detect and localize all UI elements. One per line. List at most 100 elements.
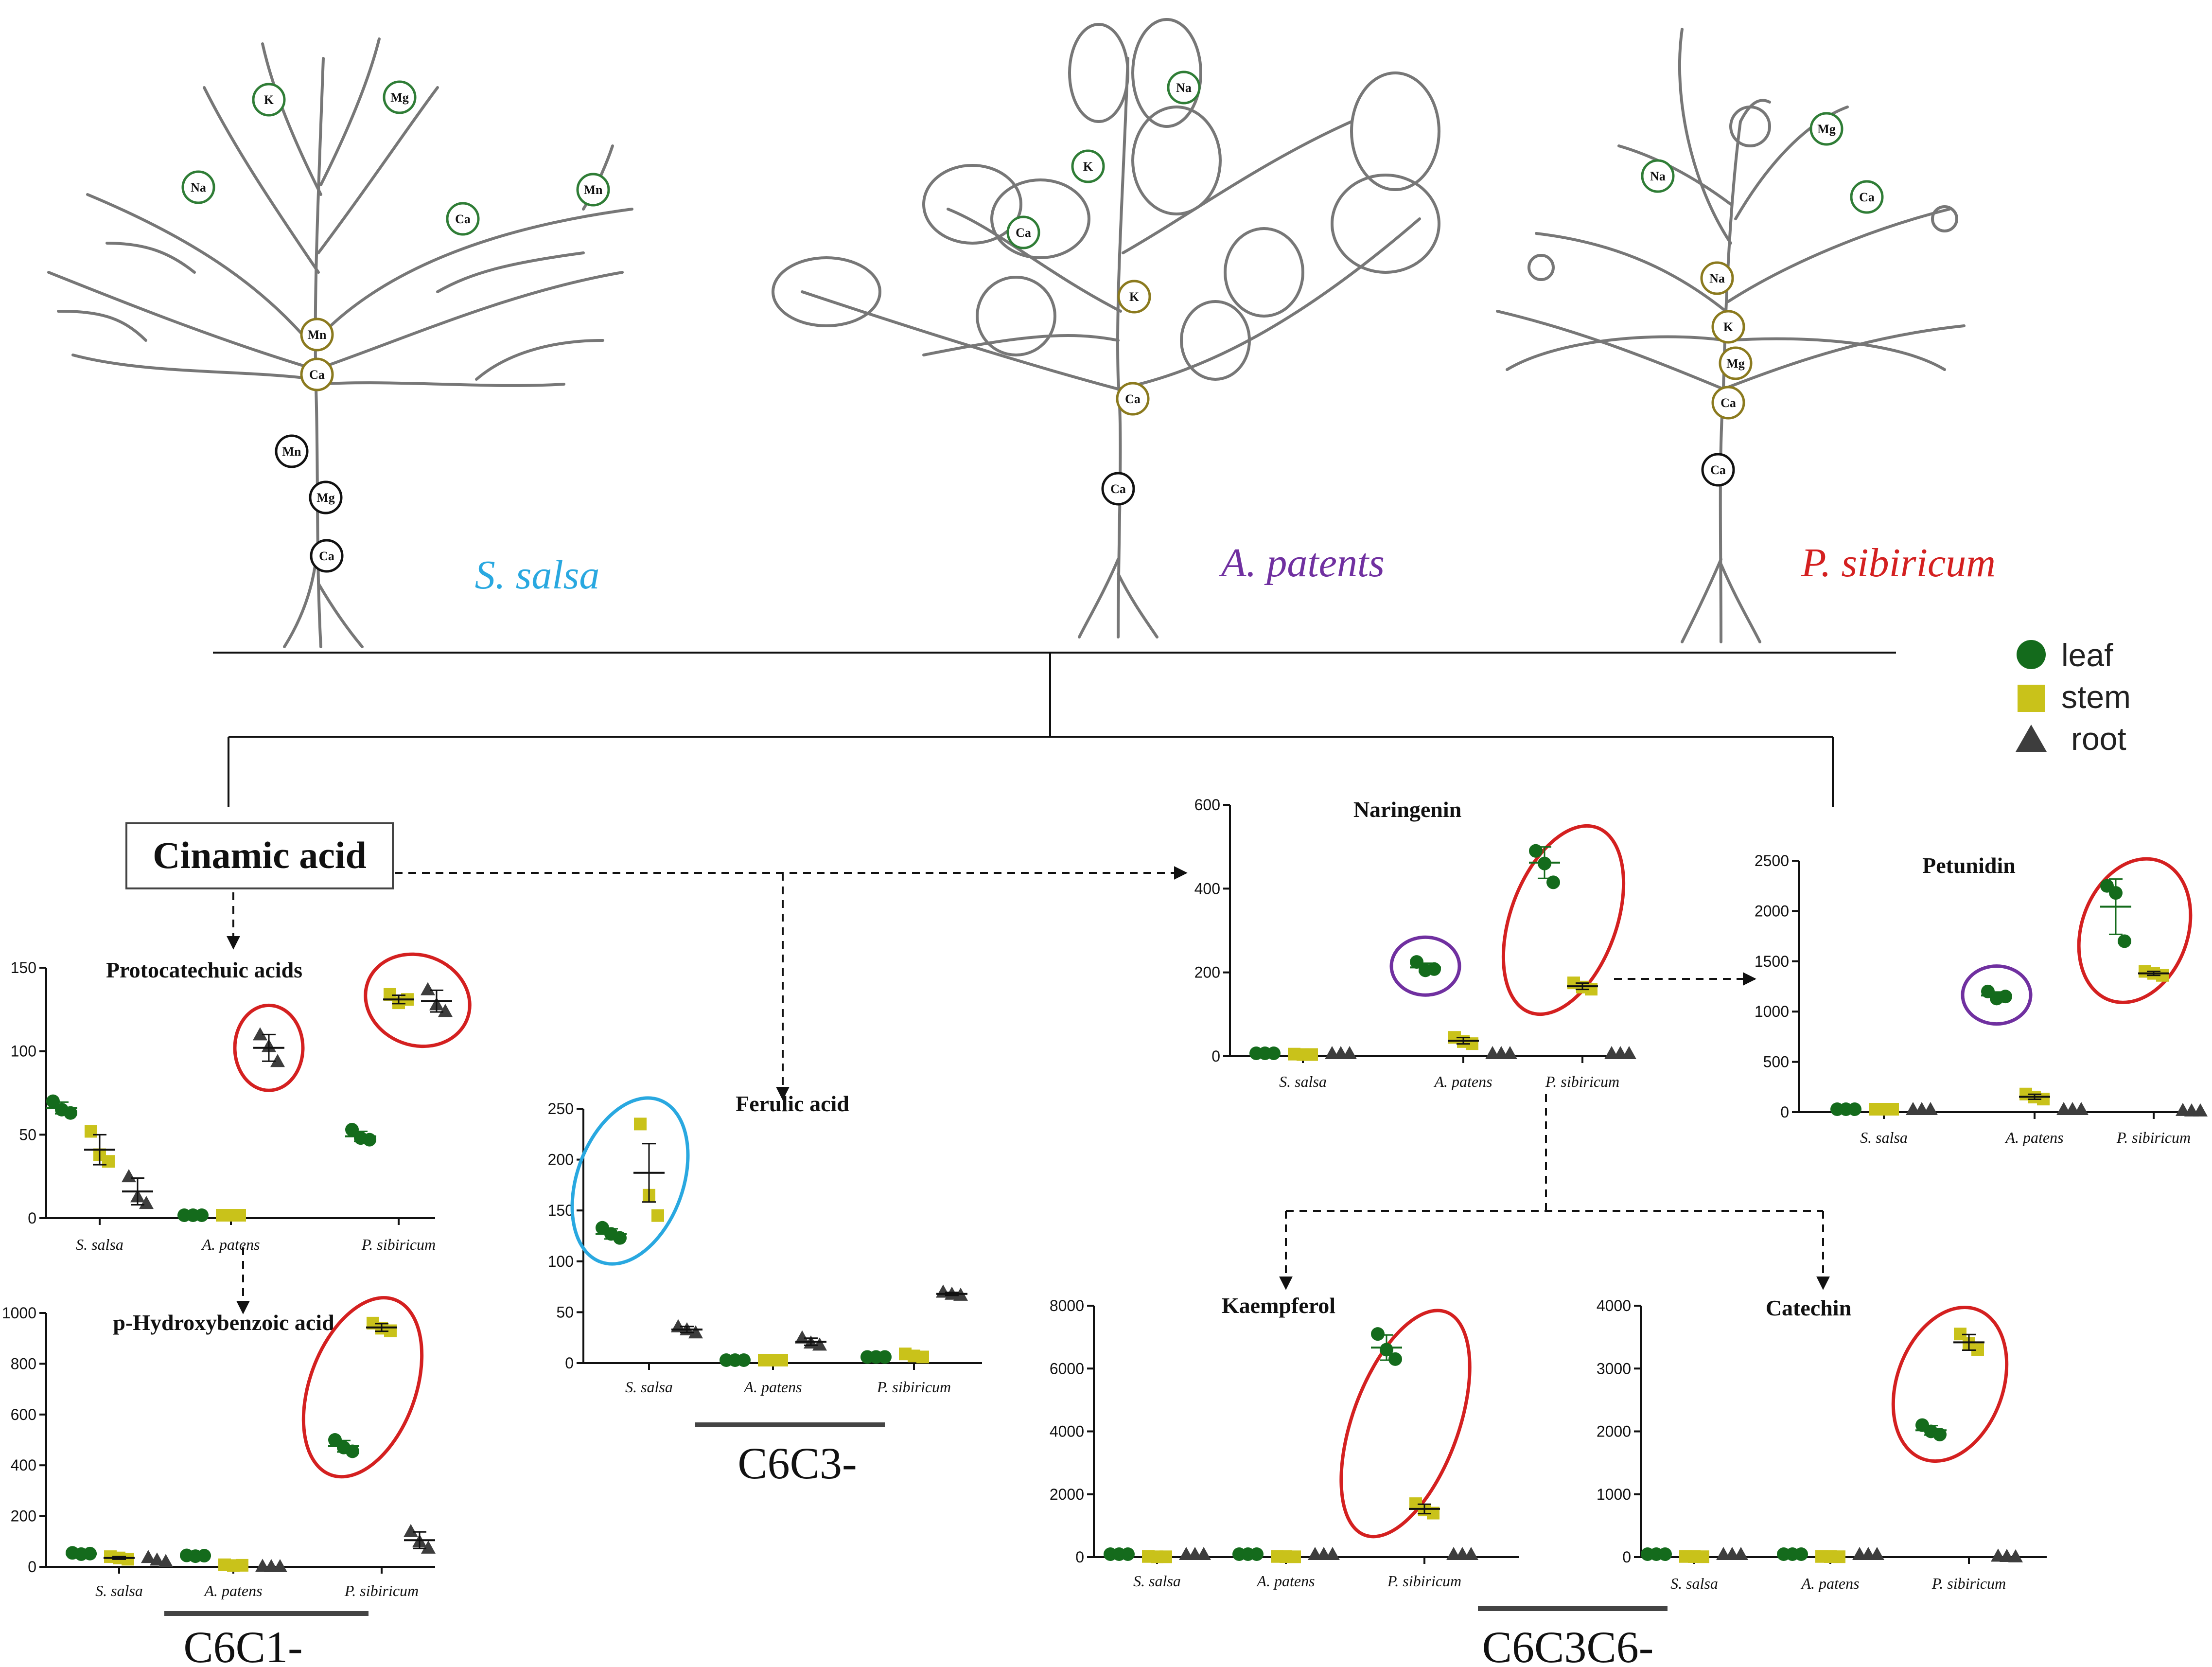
- x-tick-label: A. patens: [1256, 1572, 1315, 1590]
- element-label-text: Na: [1709, 271, 1725, 285]
- element-label-text: Na: [191, 180, 206, 195]
- element-label-text: K: [1723, 320, 1734, 334]
- chart-0: 0 50 100 150 S. salsa A. patens P. sibiricum Pr…: [11, 952, 472, 1253]
- y-tick-label: 800: [11, 1355, 36, 1372]
- legend-root-marker: [2016, 725, 2047, 752]
- y-tick-label: 6000: [1050, 1360, 1084, 1377]
- root-point: [421, 982, 435, 995]
- y-tick-label: 2000: [1050, 1486, 1084, 1503]
- leaf-point: [1267, 1046, 1281, 1060]
- chart-4: 0 500 1000 1500 2000 2500 S. salsa A. patens P. …: [1755, 852, 2208, 1146]
- element-label-text: Ca: [319, 549, 334, 563]
- element-label-circle: [1711, 310, 1745, 344]
- x-tick-label: A. patens: [2004, 1129, 2063, 1146]
- element-label-circle: [1071, 149, 1105, 183]
- highlight-ellipse: [2077, 857, 2193, 1004]
- legend-stem-marker: [2018, 685, 2045, 712]
- element-label-circle: [300, 357, 334, 391]
- x-tick-label: P. sibiricum: [1545, 1073, 1619, 1090]
- leaf-point: [1999, 990, 2012, 1004]
- y-tick-label: 400: [11, 1456, 36, 1474]
- chart-3: 0 200 400 600 S. salsa A. patens P. sibiricum N…: [1194, 796, 1636, 1090]
- element-label-text: Ca: [1125, 392, 1141, 406]
- root-point: [270, 1054, 285, 1067]
- x-tick-label: P. sibiricum: [1931, 1575, 2006, 1592]
- chart-title: Naringenin: [1353, 797, 1461, 822]
- leaf-point: [1848, 1102, 1861, 1116]
- group-label-c6c1: C6C1-: [183, 1622, 302, 1667]
- x-tick-label: A. patens: [1433, 1073, 1492, 1090]
- x-tick-label: P. sibiricum: [877, 1378, 951, 1396]
- y-tick-label: 4000: [1050, 1423, 1084, 1440]
- element-label-text: Ca: [1720, 396, 1736, 410]
- element-label-text: Mg: [1726, 356, 1745, 371]
- y-tick-label: 1500: [1755, 953, 1789, 970]
- highlight-ellipse: [1389, 935, 1461, 997]
- element-label-circle: [383, 80, 417, 114]
- y-tick-label: 8000: [1050, 1297, 1084, 1314]
- leaf-point: [1388, 1352, 1402, 1366]
- element-label-circle: [1700, 261, 1734, 295]
- stem-point: [916, 1350, 929, 1364]
- charts: 0 50 100 150 S. salsa A. patens P. sibiricum Pr…: [2, 796, 2208, 1599]
- root-point: [2193, 1103, 2208, 1117]
- element-label-circle: [1719, 346, 1753, 380]
- x-tick-label: S. salsa: [625, 1378, 673, 1396]
- root-point: [1734, 1547, 1748, 1560]
- y-tick-label: 600: [11, 1406, 36, 1423]
- element-label-text: Ca: [1110, 482, 1126, 496]
- chart-5: 0 2000 4000 6000 8000 S. salsa A. patens P. sib…: [1050, 1293, 1519, 1590]
- legend-leaf-label: leaf: [2061, 637, 2113, 673]
- element-label-circle: [252, 83, 286, 117]
- stem-point: [1288, 1550, 1301, 1563]
- chart-title: p-Hydroxybenzoic acid: [113, 1310, 334, 1335]
- y-tick-label: 4000: [1597, 1297, 1631, 1314]
- chart-title: Catechin: [1766, 1295, 1851, 1320]
- chart-1: 0 200 400 600 800 1000 S. salsa A. patens P. sib…: [2, 1296, 436, 1599]
- element-label-circle: [1006, 215, 1040, 249]
- element-label-circle: [181, 170, 215, 204]
- x-tick-label: P. sibiricum: [2116, 1129, 2191, 1146]
- element-label-circle: [1167, 71, 1201, 105]
- leaf-point: [346, 1444, 359, 1458]
- y-tick-label: 0: [1075, 1548, 1084, 1566]
- element-label-text: Mg: [1817, 122, 1836, 136]
- root-point: [1464, 1547, 1478, 1560]
- x-tick-label: S. salsa: [1860, 1129, 1908, 1146]
- chart-6: 0 1000 2000 3000 4000 S. salsa A. patens P. sib…: [1597, 1295, 2047, 1592]
- chart-title: Kaempferol: [1222, 1293, 1335, 1318]
- root-point: [421, 1540, 436, 1554]
- group-labels: C6C1- C6C3- C6C3C6-: [164, 1422, 1668, 1667]
- root-point: [812, 1337, 827, 1351]
- root-point: [1870, 1547, 1884, 1560]
- stem-point: [1159, 1550, 1172, 1563]
- root-point: [1342, 1046, 1357, 1059]
- plant-drawing-s-salsa: [47, 37, 633, 648]
- y-tick-label: 0: [565, 1354, 574, 1372]
- element-label-text: Ca: [1859, 190, 1875, 204]
- highlight-ellipse: [1501, 824, 1626, 1016]
- leaf-point: [1427, 962, 1441, 976]
- leaf-point: [1658, 1547, 1672, 1561]
- y-tick-label: 200: [1194, 964, 1220, 981]
- x-tick-label: S. salsa: [95, 1582, 143, 1599]
- root-point: [688, 1325, 703, 1339]
- x-tick-label: S. salsa: [76, 1236, 123, 1253]
- element-label-circle: [576, 173, 610, 207]
- element-label-circle: [1711, 386, 1745, 420]
- y-tick-label: 0: [28, 1209, 36, 1227]
- element-label-circle: [1641, 159, 1675, 193]
- species-name-a-patents: A. patents: [1219, 540, 1385, 585]
- leaf-point: [1121, 1547, 1135, 1561]
- y-tick-label: 2000: [1597, 1423, 1631, 1440]
- highlight-ellipse: [570, 1096, 690, 1266]
- legend-root-label: root: [2071, 721, 2126, 757]
- plant-drawing-a-patents: [772, 18, 1440, 638]
- leaf-point: [195, 1208, 209, 1222]
- stem-point: [1833, 1550, 1845, 1563]
- y-tick-label: 200: [548, 1151, 574, 1169]
- root-point: [273, 1559, 287, 1572]
- element-label-text: Ca: [455, 212, 471, 226]
- element-label-text: Ca: [1710, 463, 1726, 477]
- chart-title: Ferulic acid: [736, 1091, 849, 1116]
